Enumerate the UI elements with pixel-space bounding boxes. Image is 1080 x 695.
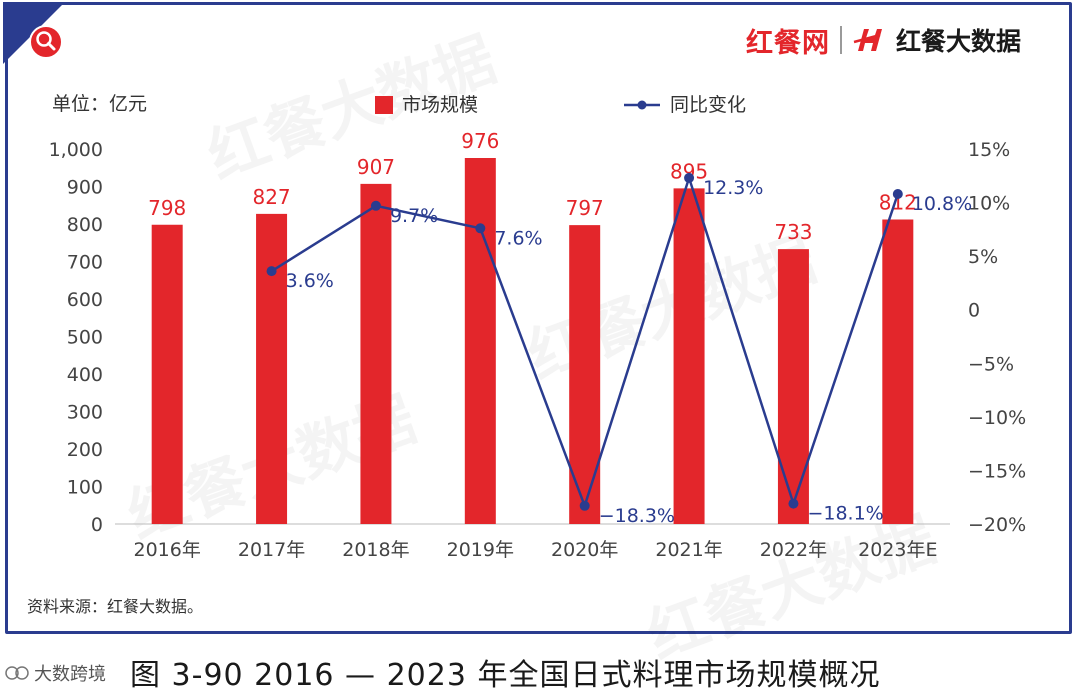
x-tick-label: 2023年E: [858, 539, 937, 561]
bar: [777, 249, 809, 524]
bar: [464, 158, 496, 524]
yoy-value-label: 9.7%: [390, 205, 438, 227]
y-tick-label: 800: [67, 214, 103, 236]
bar: [882, 219, 914, 524]
unit-label: 单位：亿元: [52, 93, 147, 115]
brand-divider: [840, 26, 842, 54]
y-tick-label: 400: [67, 364, 103, 386]
bar: [151, 224, 183, 524]
bar: [256, 213, 288, 524]
yoy-point: [892, 189, 903, 199]
bar-value-label: 797: [566, 196, 604, 220]
source-note: 资料来源：红餐大数据。: [27, 597, 204, 616]
bar-value-label: 798: [148, 196, 186, 220]
legend-bar-swatch: [375, 96, 393, 114]
yoy-point: [684, 172, 695, 183]
x-tick-label: 2017年: [238, 539, 305, 561]
y-tick-label: 0: [91, 514, 103, 536]
yoy-point: [266, 266, 277, 277]
yoy-point: [579, 500, 590, 511]
x-tick-label: 2020年: [551, 539, 618, 561]
legend-line-marker: [637, 100, 647, 110]
y-tick-label: 600: [67, 289, 103, 311]
y2-tick-label: −5%: [968, 353, 1014, 375]
y-tick-label: 100: [67, 477, 103, 499]
bar: [673, 188, 705, 524]
x-tick-label: 2019年: [447, 539, 514, 561]
bar-value-label: 733: [774, 220, 812, 244]
y2-tick-label: 10%: [968, 193, 1010, 215]
y-tick-label: 500: [67, 327, 103, 349]
y2-tick-label: −15%: [968, 460, 1026, 482]
brand-h-logo-icon: [853, 29, 882, 51]
brand-subtitle: 红餐大数据: [896, 27, 1022, 56]
x-tick-label: 2022年: [760, 539, 827, 561]
y2-tick-label: 15%: [968, 139, 1010, 161]
yoy-value-label: 10.8%: [912, 193, 972, 215]
y-tick-label: 300: [67, 402, 103, 424]
x-tick-label: 2018年: [342, 539, 409, 561]
brand-header: 红餐网 红餐大数据: [746, 20, 1021, 60]
yoy-value-label: 12.3%: [703, 177, 763, 199]
yoy-value-label: 7.6%: [494, 227, 542, 249]
y2-tick-label: 5%: [968, 246, 998, 268]
credit-logo-icon: [5, 666, 29, 680]
yoy-point: [370, 200, 381, 211]
x-tick-label: 2016年: [134, 539, 201, 561]
yoy-point: [788, 498, 799, 509]
y-tick-label: 200: [67, 439, 103, 461]
y2-tick-label: −10%: [968, 407, 1026, 429]
yoy-value-label: −18.1%: [807, 503, 883, 525]
x-tick-label: 2021年: [655, 539, 722, 561]
yoy-value-label: 3.6%: [286, 270, 334, 292]
yoy-value-label: −18.3%: [599, 505, 675, 527]
y-tick-label: 1,000: [49, 139, 103, 161]
y-tick-label: 900: [67, 177, 103, 199]
y2-tick-label: −20%: [968, 514, 1026, 536]
yoy-point: [475, 223, 486, 234]
bar-value-label: 976: [461, 129, 499, 153]
y2-tick-label: 0: [968, 300, 980, 322]
credit: 大数跨境: [4, 660, 106, 686]
bar-value-label: 827: [252, 185, 290, 209]
legend-bar-label: 市场规模: [402, 94, 478, 116]
legend-line-label: 同比变化: [670, 94, 746, 116]
brand-logo-text: 红餐网: [746, 27, 830, 59]
search-icon: [29, 25, 63, 59]
bar: [360, 183, 392, 524]
credit-text: 大数跨境: [34, 664, 106, 685]
y-tick-label: 700: [67, 252, 103, 274]
figure-caption: 图 3-90 2016 — 2023 年全国日式料理市场规模概况: [130, 658, 881, 693]
bar-value-label: 907: [357, 155, 395, 179]
